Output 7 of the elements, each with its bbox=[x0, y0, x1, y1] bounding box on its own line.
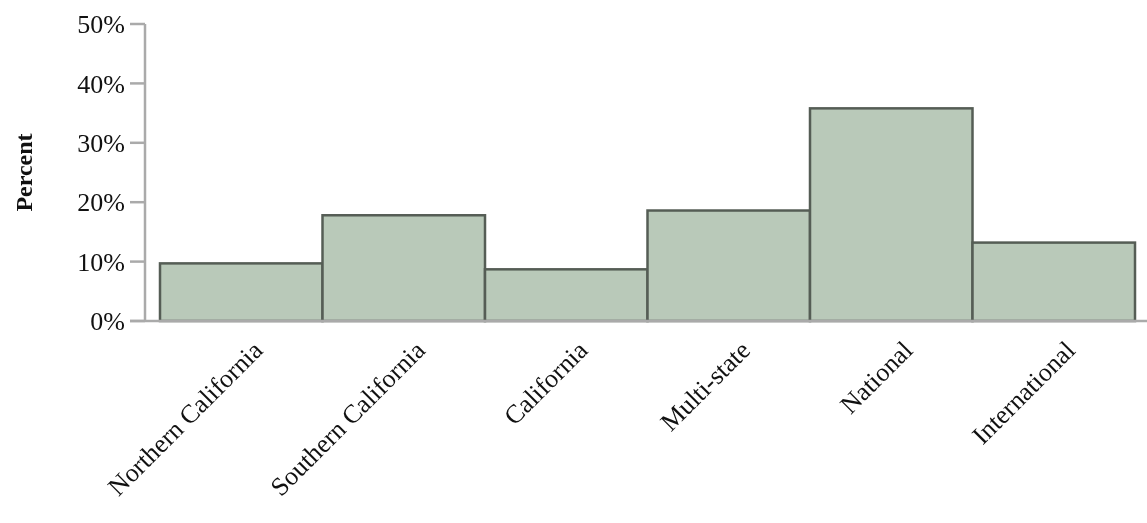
y-tick-label: 20% bbox=[77, 188, 125, 218]
y-tick-label: 30% bbox=[77, 128, 125, 158]
y-axis-title: Percent bbox=[11, 133, 37, 212]
y-tick-label: 40% bbox=[77, 69, 125, 99]
y-tick-label: 0% bbox=[90, 307, 125, 337]
y-tick-label: 50% bbox=[77, 10, 125, 40]
y-tick-label: 10% bbox=[77, 247, 125, 277]
